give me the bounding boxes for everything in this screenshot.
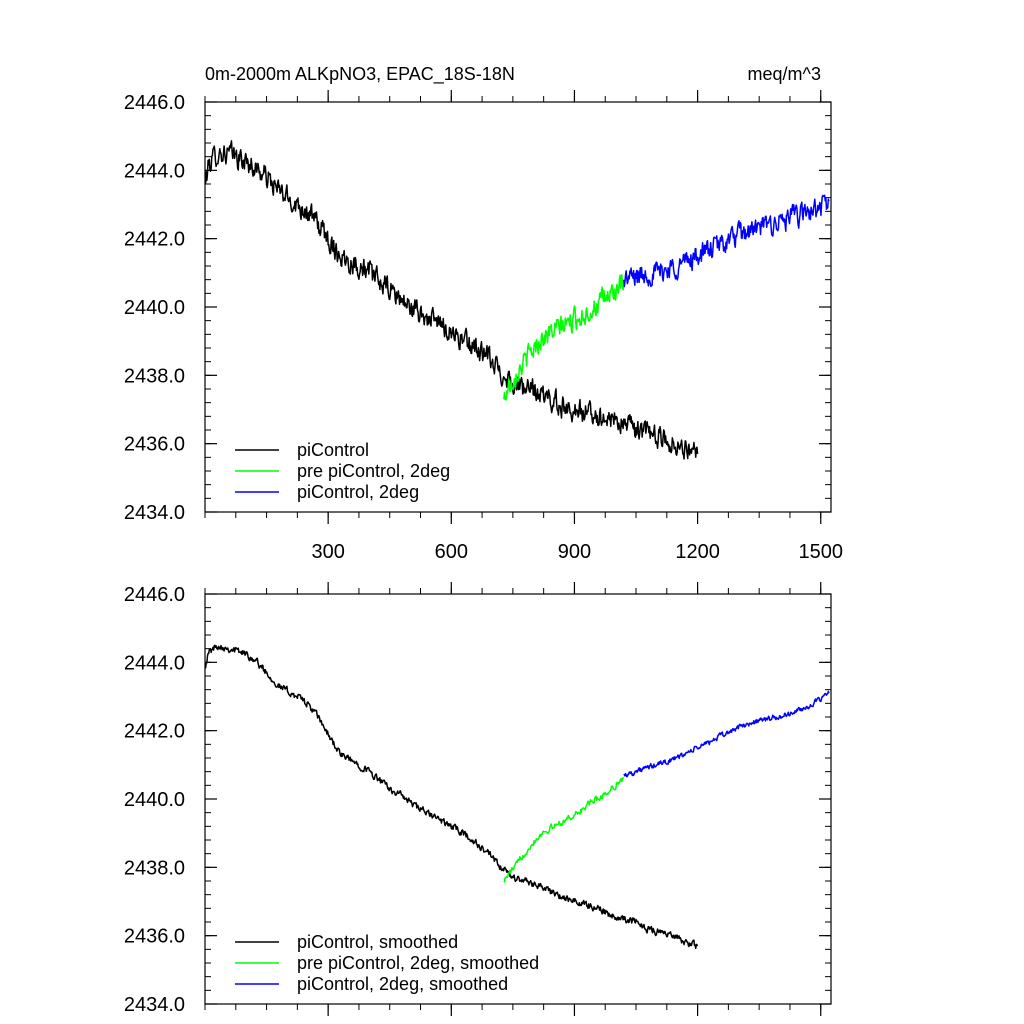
legend-label-picontrol-2deg-smoothed: piControl, 2deg, smoothed [297, 974, 508, 994]
y-tick-label: 2446.0 [124, 92, 185, 114]
chart-title: 0m-2000m ALKpNO3, EPAC_18S-18N [205, 64, 515, 85]
y-tick-label: 2438.0 [124, 857, 185, 879]
y-tick-label: 2446.0 [124, 584, 185, 606]
series-line-pre-picontrol-2deg [503, 274, 625, 401]
top-panel: 2434.0 2436.0 2438.0 2440.0 2442.0 2444.0 2446… [124, 64, 843, 563]
x-tick-label: 1200 [675, 541, 720, 563]
y-tick-label: 2436.0 [124, 434, 185, 456]
legend-label-pre-picontrol-2deg-smoothed: pre piControl, 2deg, smoothed [297, 953, 539, 973]
series-line-picontrol [204, 140, 699, 460]
series-line-picontrol-2deg [622, 194, 830, 288]
y-tick-label: 2434.0 [124, 502, 185, 524]
y-tick-label: 2434.0 [124, 994, 185, 1016]
units-label: meq/m^3 [748, 64, 821, 84]
x-tick-label: 1500 [798, 541, 843, 563]
x-tick-label: 300 [311, 541, 344, 563]
series-line-pre-picontrol-2deg-smoothed [503, 776, 625, 883]
y-tick-label: 2438.0 [124, 365, 185, 387]
y-tick-label: 2442.0 [124, 721, 185, 743]
series-line-picontrol-2deg-smoothed [623, 690, 830, 778]
y-tick-label: 2440.0 [124, 297, 185, 319]
legend-label-pre-picontrol-2deg: pre piControl, 2deg [297, 461, 450, 481]
x-tick-label: 600 [435, 541, 468, 563]
legend-label-picontrol-2deg: piControl, 2deg [297, 482, 419, 502]
bottom-panel: 2434.0 2436.0 2438.0 2440.0 2442.0 2444.0 2446… [124, 582, 832, 1016]
legend-label-picontrol-smoothed: piControl, smoothed [297, 932, 458, 952]
y-tick-label: 2440.0 [124, 789, 185, 811]
series-line-picontrol-smoothed [204, 644, 699, 950]
y-tick-label: 2444.0 [124, 160, 185, 182]
y-tick-label: 2444.0 [124, 652, 185, 674]
y-tick-label: 2442.0 [124, 229, 185, 251]
y-tick-label: 2436.0 [124, 926, 185, 948]
legend-label-picontrol: piControl [297, 440, 369, 460]
x-tick-label: 900 [558, 541, 591, 563]
